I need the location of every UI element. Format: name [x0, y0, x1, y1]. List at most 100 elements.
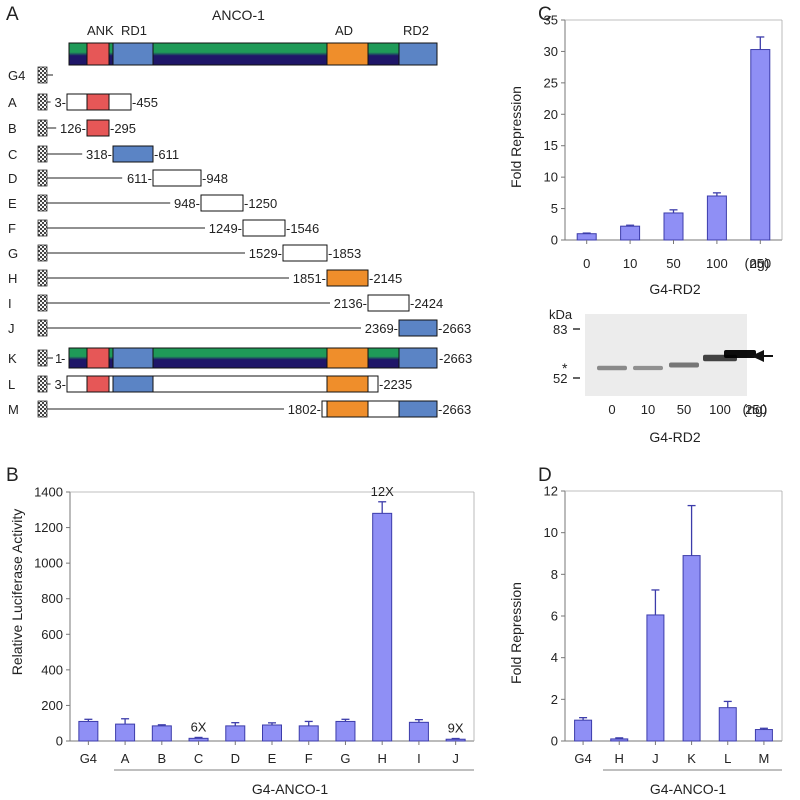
y-tick-label: 1200	[34, 520, 63, 535]
construct-rows: G4 A 3- -455 B 126- -295 C 318- -611 D 611- -948 E 948…	[8, 66, 472, 418]
chart-c-plot: 0 5 10 15 20 25 30 35 0 10 50 100 250	[544, 13, 783, 271]
construct-label-j: J	[8, 321, 15, 336]
blot-marker-52: 52	[553, 371, 567, 386]
construct-row-g4: G4	[8, 66, 53, 84]
y-tick-label: 200	[41, 698, 63, 713]
construct-left-num: 1529-	[249, 246, 282, 261]
bar-j	[445, 738, 466, 742]
full-protein-ank-domain	[86, 42, 110, 66]
chart-b-plot: 0 200 400 600 800 1000 1200 1400 G4 A B C 6X D E F G H 12X…	[34, 484, 475, 771]
construct-k-ank-domain	[86, 347, 110, 369]
x-tick-label: C	[194, 751, 203, 766]
y-tick-label: 5	[551, 201, 558, 216]
panel-label-d: D	[538, 465, 552, 486]
construct-segment-0	[112, 145, 154, 163]
construct-right-num: -2663	[438, 402, 471, 417]
construct-segment-0	[152, 169, 202, 187]
y-tick-label: 30	[544, 44, 558, 59]
bar-annotation: 6X	[191, 719, 207, 734]
construct-segment-3	[326, 375, 369, 393]
construct-segment-0	[367, 294, 410, 312]
construct-segment-0	[326, 269, 369, 287]
panel-label-b: B	[6, 465, 19, 486]
construct-left-num: 1	[55, 351, 62, 366]
x-tick-label: H	[615, 751, 624, 766]
construct-left-num: 318-	[86, 147, 112, 162]
bar-h	[372, 512, 393, 742]
x-tick-label: K	[687, 751, 696, 766]
domain-label-rd1: RD1	[121, 23, 147, 38]
construct-right-num: -2235	[379, 377, 412, 392]
x-tick-label: G4	[574, 751, 591, 766]
construct-row-l: L 3- -2235	[8, 375, 412, 393]
construct-k-rd2-domain	[398, 347, 438, 369]
construct-label-m: M	[8, 402, 19, 417]
chart-b-ylabel: Relative Luciferase Activity	[9, 509, 25, 676]
x-tick-label: 0	[583, 256, 590, 271]
bar-h	[610, 738, 629, 742]
blot-arrow-icon	[751, 350, 764, 362]
x-tick-label: M	[758, 751, 769, 766]
full-protein-rd2-domain	[398, 42, 438, 66]
construct-left-num: 126-	[60, 121, 86, 136]
construct-row-b: B 126- -295	[8, 119, 136, 137]
construct-left-num: 1802-	[288, 402, 321, 417]
chart-d-ylabel: Fold Repression	[508, 582, 524, 684]
construct-left-num: 2369-	[365, 321, 398, 336]
construct-label-c: C	[8, 147, 17, 162]
construct-row-i: I 2136- -2424	[8, 294, 443, 312]
chart-d-group-label: G4-ANCO-1	[650, 781, 726, 797]
blot-band-250	[724, 350, 756, 358]
bar-50	[663, 212, 684, 241]
x-tick-label: J	[452, 751, 459, 766]
gal4-dbd-box	[37, 349, 48, 367]
y-tick-label: 0	[551, 233, 558, 248]
panel-c-fold-repression-chart: 0 5 10 15 20 25 30 35 0 10 50 100 250 Fold Repressio…	[508, 13, 783, 297]
construct-label-b: B	[8, 121, 17, 136]
construct-left-num: 3-	[54, 95, 66, 110]
construct-segment-0	[200, 194, 244, 212]
construct-label-g: G	[8, 246, 18, 261]
construct-segment-1	[86, 375, 110, 393]
bar-annotation: 9X	[448, 721, 464, 736]
gal4-dbd-box	[37, 194, 48, 212]
construct-label-a: A	[8, 95, 17, 110]
y-tick-label: 0	[551, 734, 558, 749]
chart-c-unit: (ng)	[745, 255, 770, 271]
full-length-protein	[68, 42, 438, 66]
blot-unit: (ng)	[743, 401, 768, 417]
gal4-dbd-box	[37, 400, 48, 418]
construct-row-k: K 1- -2663	[8, 347, 472, 369]
x-tick-label: 100	[706, 256, 728, 271]
x-tick-label: A	[121, 751, 130, 766]
y-tick-label: 35	[544, 13, 558, 28]
anco1-title: ANCO-1	[212, 7, 265, 23]
gal4-dbd-box	[37, 66, 48, 84]
bar-250	[750, 49, 771, 241]
blot-band-0	[597, 365, 627, 371]
construct-label-f: F	[8, 221, 16, 236]
full-protein-ad-domain	[326, 42, 369, 66]
y-tick-label: 1400	[34, 485, 63, 500]
construct-segment-1	[326, 400, 369, 418]
bar-l	[718, 707, 737, 742]
construct-left-num: 948-	[174, 196, 200, 211]
construct-right-num: -455	[132, 95, 158, 110]
x-tick-label: 50	[666, 256, 680, 271]
y-tick-label: 400	[41, 662, 63, 677]
blot-kda-label: kDa	[549, 307, 573, 322]
y-tick-label: 800	[41, 591, 63, 606]
y-tick-label: 10	[544, 170, 558, 185]
bar-b	[151, 725, 172, 742]
construct-right-num: -295	[110, 121, 136, 136]
gal4-dbd-box	[37, 169, 48, 187]
gal4-dbd-box	[37, 244, 48, 262]
bar-0	[576, 233, 597, 241]
bar-10	[620, 225, 641, 241]
construct-row-c: C 318- -611	[8, 145, 179, 163]
blot-lane-label: 10	[641, 402, 655, 417]
construct-label-l: L	[8, 377, 15, 392]
blot-band-50	[669, 362, 699, 368]
